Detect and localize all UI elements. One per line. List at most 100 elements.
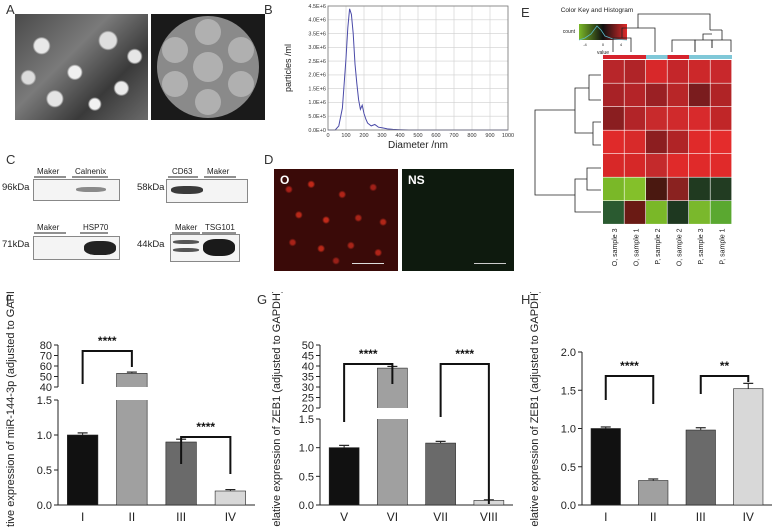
bar-chart-f-bar	[214, 490, 246, 506]
blot-kda-71: 71kDa	[2, 239, 30, 250]
color-key-xlabel: value	[597, 50, 609, 56]
panel-letter-c: C	[6, 152, 16, 167]
bar-chart-f-significance-bracket	[180, 436, 232, 474]
scale-bar-o	[352, 263, 384, 264]
bar-chart-g-y-tick-label: 20	[302, 403, 314, 415]
bar-chart-f-y-tick-label: 1.0	[37, 430, 52, 442]
heatmap-cell	[603, 60, 624, 83]
bar-chart-g-y-tick-label: 45	[302, 351, 314, 363]
bar-chart-g-y-tick-label: 0.5	[299, 471, 314, 483]
blot-band-cd63	[171, 186, 203, 194]
nta-y-tick-label: 4.0E+6	[308, 18, 326, 24]
bar-chart-h-significance-label: **	[720, 359, 730, 373]
color-key-tick-zero: 0	[602, 42, 605, 47]
nta-y-tick-label: 4.5E+6	[308, 4, 326, 10]
bar-chart-g-significance-label: ****	[455, 347, 474, 361]
heatmap-cell	[689, 177, 710, 201]
heatmap-group-bar-cell	[689, 55, 711, 59]
panel-letter-a: A	[6, 2, 15, 17]
bar-chart-h: Relative expression of ZEB1 (adjusted to…	[529, 292, 772, 527]
heatmap-column-label: P, sample 3	[698, 228, 705, 264]
heatmap-cell	[646, 130, 667, 154]
fluorescence-image-o: O	[274, 169, 398, 271]
panel-letter-h: H	[521, 292, 531, 307]
bar-chart-f-y-tick-label: 40	[40, 382, 52, 394]
nta-y-tick-label: 2.5E+6	[308, 59, 326, 65]
heatmap-cell	[603, 130, 624, 154]
nta-x-tick-label: 500	[413, 133, 422, 139]
bar-chart-f-significance-label: ****	[98, 334, 117, 348]
blot-underlines	[34, 176, 236, 234]
bar-chart-h-y-tick-label: 0.5	[561, 462, 576, 474]
panel-letter-f: F	[6, 292, 14, 307]
bar-chart-g-significance-bracket	[439, 363, 490, 504]
heatmap-cell	[710, 130, 732, 154]
heatmap-cell	[710, 83, 732, 107]
bar-chart-h-significance-bracket	[604, 375, 655, 404]
heatmap-cell	[624, 201, 646, 224]
column-dendrogram	[612, 13, 732, 52]
heatmap-group-bar-cell	[710, 55, 732, 59]
nta-x-axis-label: Diameter /nm	[388, 140, 448, 150]
blot-band-maker-b	[173, 248, 199, 252]
blot-label-maker-1: Maker	[37, 167, 60, 176]
heatmap-cell	[667, 83, 689, 107]
heatmap-group-bar	[603, 55, 732, 59]
bar-chart-g-significance-label: ****	[359, 347, 378, 361]
tem-grid-holes	[162, 19, 254, 115]
heatmap-cell	[710, 177, 732, 201]
blot-calnexin	[33, 179, 120, 201]
heatmap-cell	[710, 60, 732, 83]
heatmap-cell	[624, 83, 646, 107]
bar-chart-f-y-tick-label: 50	[40, 372, 52, 384]
bar-chart-h-x-tick-label: II	[650, 510, 657, 524]
heatmap-cell	[710, 201, 732, 224]
bar-chart-g-y-tick-label: 40	[302, 361, 314, 373]
nta-y-tick-label: 1.5E+6	[308, 86, 326, 92]
heatmap-column-label: O, sample 2	[676, 228, 683, 266]
bar-chart-g-y-tick-label: 25	[302, 393, 314, 405]
color-key-tick-neg: -4	[583, 42, 587, 47]
nta-y-tick-label: 3.5E+6	[308, 31, 326, 37]
heatmap-group-bar-cell	[646, 55, 668, 59]
panel-letter-b: B	[264, 2, 273, 17]
bar-chart-h-x-tick-label: I	[604, 510, 607, 524]
bar-chart-f-y-tick-label: 1.5	[37, 395, 52, 407]
bar-chart-g-x-tick-label: VI	[387, 510, 398, 524]
bar-chart-f-y-tick-label: 70	[40, 351, 52, 363]
nta-plot-frame	[327, 5, 509, 131]
bar-chart-g-y-tick-label: 1.5	[299, 414, 314, 426]
row-dendrogram	[534, 74, 601, 213]
blot-band-tsg101	[203, 239, 235, 256]
nta-x-tick-label: 0	[326, 133, 329, 139]
heatmap-cell	[689, 107, 710, 130]
blot-tsg101	[170, 234, 240, 262]
blot-label-maker-2: Maker	[37, 223, 60, 232]
heatmap-column-labels: O, sample 3 O, sample 1 P, sample 2 O, samp…	[612, 228, 727, 266]
heatmap-cell	[646, 107, 667, 130]
bar-chart-g-axis-break	[375, 408, 410, 419]
heatmap-cell	[689, 201, 710, 224]
bar-chart-f-significance-label: ****	[196, 420, 215, 434]
bar-chart-g-x-tick-label: VII	[433, 510, 448, 524]
bar-chart-f-bar	[67, 434, 99, 506]
bar-chart-f-y-axis-label: Relative expression of miR-144-3p (adjus…	[5, 292, 17, 527]
bar-chart-h-significance-label: ****	[620, 359, 639, 373]
heatmap-group-bar-cell	[667, 55, 689, 59]
heatmap-cell	[667, 154, 689, 177]
heatmap-cell	[603, 83, 624, 107]
bar-chart-f-x-tick-label: I	[81, 510, 84, 524]
bar-chart-f-x-tick-label: II	[129, 510, 136, 524]
bar-chart-h-y-tick-label: 2.0	[561, 347, 576, 359]
color-key-title-text: Color Key and Histogram	[561, 7, 634, 14]
bar-chart-f-y-tick-label: 60	[40, 361, 52, 373]
nta-y-tick-label: 0.0E+0	[308, 128, 326, 134]
nta-y-axis-label: particles /ml	[283, 44, 293, 92]
fluorescence-image-ns: NS	[402, 169, 514, 271]
bar-chart-h-significance-bracket	[699, 375, 750, 394]
heatmap-cell	[603, 177, 624, 201]
blot-label-hsp70: HSP70	[83, 223, 109, 232]
heatmap-figure: Color Key and Histogram count -4 0 4 val…	[534, 7, 732, 266]
blot-hsp70	[33, 236, 120, 260]
heatmap-column-label: P, sample 2	[655, 228, 662, 264]
